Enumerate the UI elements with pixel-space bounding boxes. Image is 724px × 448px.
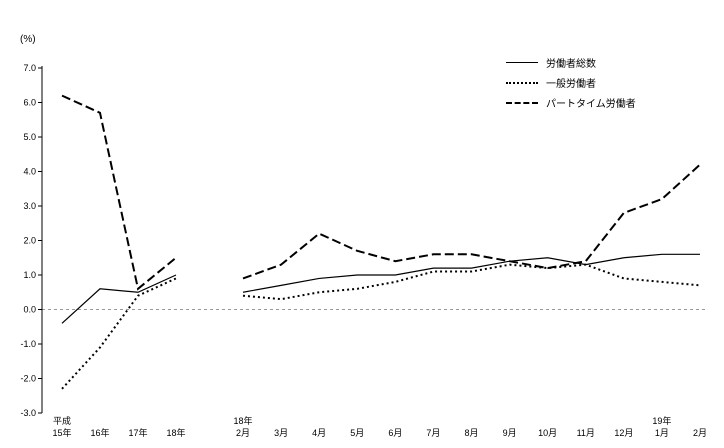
x-tick-label: 5月 (350, 428, 364, 438)
y-tick-label: 0.0 (23, 305, 36, 315)
x-tick-label: 18年 (233, 415, 252, 426)
series-dotted (61, 263, 701, 390)
y-tick-label: 7.0 (23, 63, 36, 73)
y-axis: 7.0 6.0 5.0 4.0 3.0 2.0 1.0 0.0 -1.0 -2.0 -3.0 (20, 63, 43, 418)
x-tick-label: 19年 (652, 415, 671, 426)
y-tick-label: -1.0 (20, 339, 36, 349)
series-line (61, 277, 177, 390)
x-tick-label: 1月 (655, 428, 669, 438)
y-tick-label: 3.0 (23, 201, 36, 211)
y-tick-label: -3.0 (20, 408, 36, 418)
series-line (61, 274, 177, 324)
x-tick-label: 17年 (128, 427, 147, 438)
legend-label: 一般労働者 (546, 79, 596, 90)
x-tick-label: 2月 (693, 428, 707, 438)
x-tick-label: 2月 (236, 428, 250, 438)
dotted-line-swatch-icon (506, 81, 538, 84)
series-line (242, 163, 701, 280)
x-tick-label: 11月 (577, 428, 595, 438)
legend-label: 労働者総数 (546, 59, 596, 70)
x-tick-label: 15年 (52, 427, 71, 438)
dashed-line-swatch-icon (506, 101, 538, 104)
y-tick-label: 5.0 (23, 132, 36, 142)
x-tick-label: 7月 (426, 428, 440, 438)
x-tick-label: 18年 (166, 427, 185, 438)
x-tick-label: 4月 (312, 428, 326, 438)
x-tick-label: 12月 (614, 428, 633, 438)
legend-item-total: 労働者総数 (506, 56, 636, 70)
series-line (242, 263, 701, 301)
series-dashed (61, 94, 701, 291)
legend-label: パートタイム労働者 (546, 99, 636, 110)
x-tick-label: 6月 (388, 428, 402, 438)
x-tick-label: 16年 (90, 427, 109, 438)
x-tick-label: 9月 (503, 428, 517, 438)
legend-item-parttime: パートタイム労働者 (506, 96, 636, 110)
y-tick-label: 2.0 (23, 236, 36, 246)
series-line (242, 253, 700, 293)
y-axis-unit-label: (%) (20, 34, 36, 45)
y-tick-label: 6.0 (23, 98, 36, 108)
legend-item-general: 一般労働者 (506, 76, 636, 90)
series-line (61, 94, 177, 291)
chart-legend: 労働者総数 一般労働者 パートタイム労働者 (506, 56, 636, 110)
x-tick-label: 10月 (538, 428, 557, 438)
series-solid (61, 253, 700, 324)
x-tick-label: 3月 (274, 428, 288, 438)
solid-line-swatch-icon (506, 62, 538, 63)
x-tick-label: 平成 (53, 415, 71, 426)
x-tick-label: 8月 (464, 428, 478, 438)
y-tick-label: -2.0 (20, 374, 36, 384)
y-tick-label: 1.0 (23, 270, 36, 280)
y-tick-label: 4.0 (23, 167, 36, 177)
